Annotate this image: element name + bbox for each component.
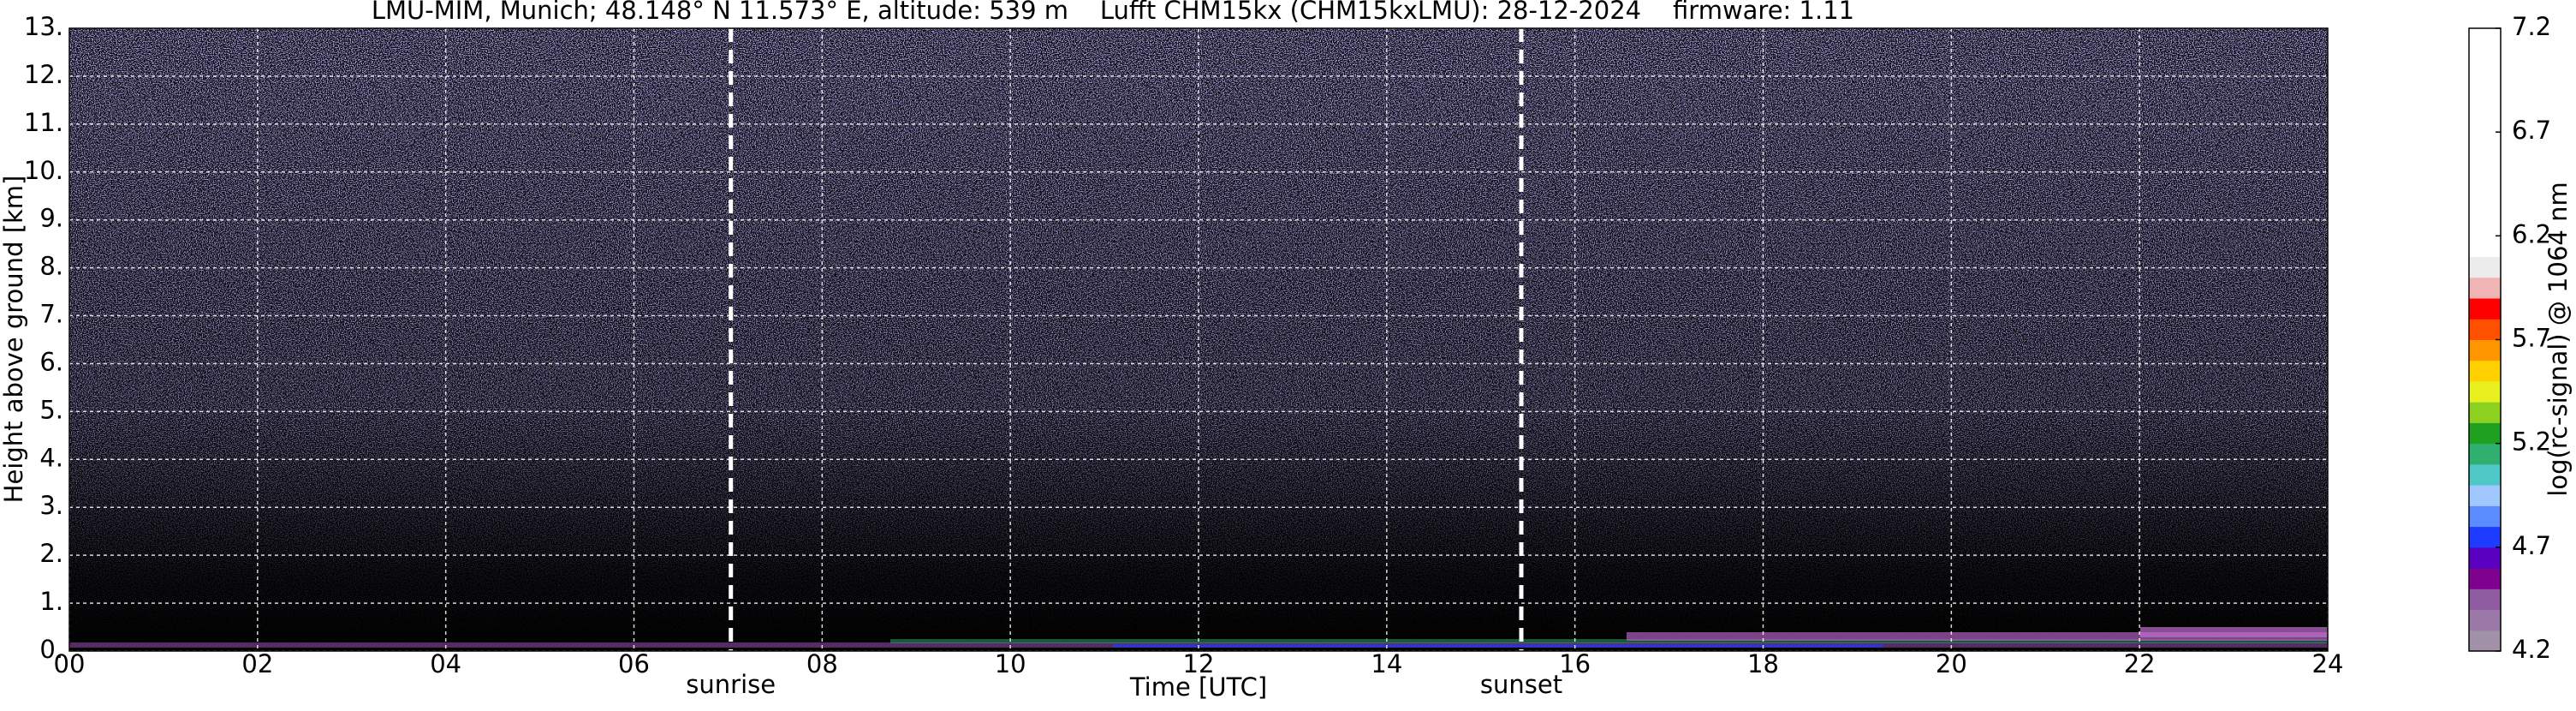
chart-title: LMU-MIM, Munich; 48.148° N 11.573° E, al… <box>372 0 1854 25</box>
y-tick-label: 1. <box>39 587 63 616</box>
colorbar-segment <box>2469 90 2501 112</box>
x-tick-label: 12 <box>1183 649 1215 678</box>
colorbar-segment <box>2469 547 2501 569</box>
colorbar-segment <box>2469 298 2501 320</box>
colorbar-segment <box>2469 236 2501 258</box>
x-tick-label: 06 <box>618 649 650 678</box>
colorbar-segment <box>2469 360 2501 382</box>
x-tick-label: 08 <box>806 649 838 678</box>
y-tick-label: 13. <box>24 12 63 41</box>
x-tick-label: 04 <box>430 649 461 678</box>
x-tick-label: 10 <box>995 649 1026 678</box>
annotation-label: sunset <box>1480 670 1562 699</box>
colorbar-segment <box>2469 568 2501 589</box>
colorbar-tick-label: 5.2 <box>2512 427 2551 457</box>
y-tick-label: 11. <box>24 108 63 137</box>
colorbar-tick-label: 6.2 <box>2512 219 2551 248</box>
colorbar-segment <box>2469 69 2501 92</box>
colorbar-segment <box>2469 194 2501 216</box>
colorbar-segment <box>2469 463 2501 486</box>
y-axis-label: Height above ground [km] <box>0 176 28 504</box>
colorbar-tick-label: 7.2 <box>2512 12 2551 41</box>
colorbar-segment <box>2469 173 2501 195</box>
colorbar-segment <box>2469 215 2501 236</box>
x-tick-label: 00 <box>54 649 86 678</box>
x-tick-label: 18 <box>1747 649 1779 678</box>
x-tick-label: 22 <box>2124 649 2156 678</box>
plot-frame <box>68 27 2329 652</box>
colorbar-tick-label: 6.7 <box>2512 116 2551 145</box>
colorbar-segment <box>2469 152 2501 175</box>
colorbar-segment <box>2469 28 2501 50</box>
colorbar-tick-label: 4.2 <box>2512 635 2551 664</box>
colorbar-tick-label: 4.7 <box>2512 531 2551 560</box>
y-tick-label: 7. <box>39 300 63 329</box>
colorbar-segment <box>2469 505 2501 528</box>
annotation-label: sunrise <box>686 670 776 699</box>
colorbar-segment <box>2469 277 2501 299</box>
colorbar-segment <box>2469 49 2501 70</box>
x-tick-label: 24 <box>2312 649 2344 678</box>
y-tick-label: 9. <box>39 204 63 233</box>
colorbar-segment <box>2469 443 2501 465</box>
x-tick-label: 02 <box>241 649 273 678</box>
colorbar-segment <box>2469 485 2501 506</box>
y-tick-label: 0. <box>39 635 63 664</box>
x-tick-label: 16 <box>1559 649 1591 678</box>
x-tick-label: 14 <box>1371 649 1402 678</box>
colorbar-segment <box>2469 111 2501 133</box>
colorbar-segment <box>2469 319 2501 340</box>
x-axis-label: Time [UTC] <box>1129 672 1267 702</box>
colorbar-label: log(rc-signal) @ 1064 nm <box>2543 182 2573 496</box>
x-tick-label: 20 <box>1936 649 1967 678</box>
colorbar-segment <box>2469 609 2501 631</box>
colorbar-segment <box>2469 256 2501 278</box>
y-tick-label: 6. <box>39 347 63 376</box>
colorbar-tick-label: 5.7 <box>2512 324 2551 353</box>
colorbar-segment <box>2469 630 2501 652</box>
y-tick-label: 12. <box>24 60 63 89</box>
y-tick-label: 10. <box>24 156 63 185</box>
colorbar-segment <box>2469 380 2501 403</box>
y-tick-label: 4. <box>39 443 63 472</box>
y-tick-label: 5. <box>39 395 63 424</box>
y-tick-label: 2. <box>39 539 63 568</box>
colorbar-segment <box>2469 422 2501 445</box>
colorbar-segment <box>2469 526 2501 548</box>
colorbar-segment <box>2469 339 2501 361</box>
colorbar-segment <box>2469 589 2501 611</box>
colorbar-segment <box>2469 132 2501 153</box>
colorbar-segment <box>2469 402 2501 423</box>
y-tick-label: 3. <box>39 491 63 520</box>
y-tick-label: 8. <box>39 252 63 281</box>
